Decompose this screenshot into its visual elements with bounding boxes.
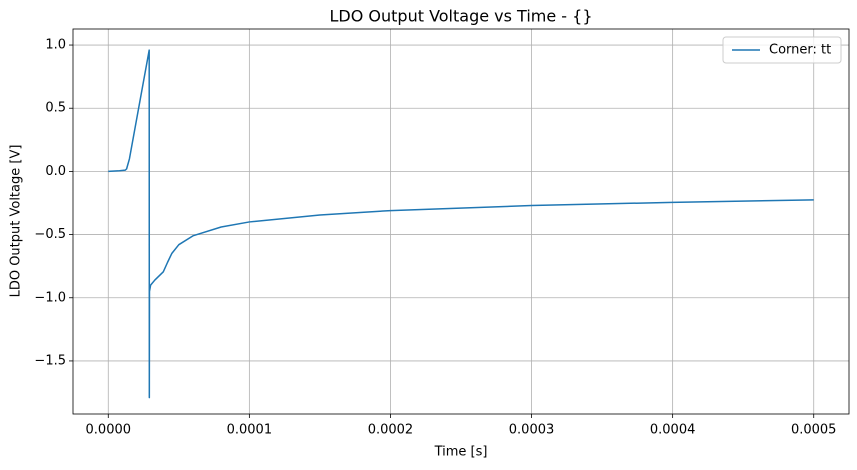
y-tick-label: 1.0 <box>45 38 66 53</box>
line-series <box>108 49 814 399</box>
x-tick-label: 0.0001 <box>227 423 273 438</box>
chart-title: LDO Output Voltage vs Time - {} <box>329 7 592 26</box>
legend-box <box>722 36 842 64</box>
legend-label: Corner: tt <box>769 43 831 58</box>
x-tick-label: 0.0003 <box>509 423 555 438</box>
axes-frame <box>72 28 850 415</box>
y-tick-label: −1.0 <box>34 290 66 305</box>
y-tick-label: 0.0 <box>45 164 66 179</box>
x-tick-label: 0.0002 <box>368 423 414 438</box>
x-tick-label: 0.0000 <box>86 423 132 438</box>
y-tick-label: −1.5 <box>34 353 66 368</box>
x-tick-label: 0.0004 <box>650 423 696 438</box>
y-tick-label: −0.5 <box>34 227 66 242</box>
y-tick-label: 0.5 <box>45 101 66 116</box>
x-axis-label: Time [s] <box>434 445 488 460</box>
y-axis-label: LDO Output Voltage [V] <box>9 145 24 298</box>
x-tick-label: 0.0005 <box>791 423 837 438</box>
